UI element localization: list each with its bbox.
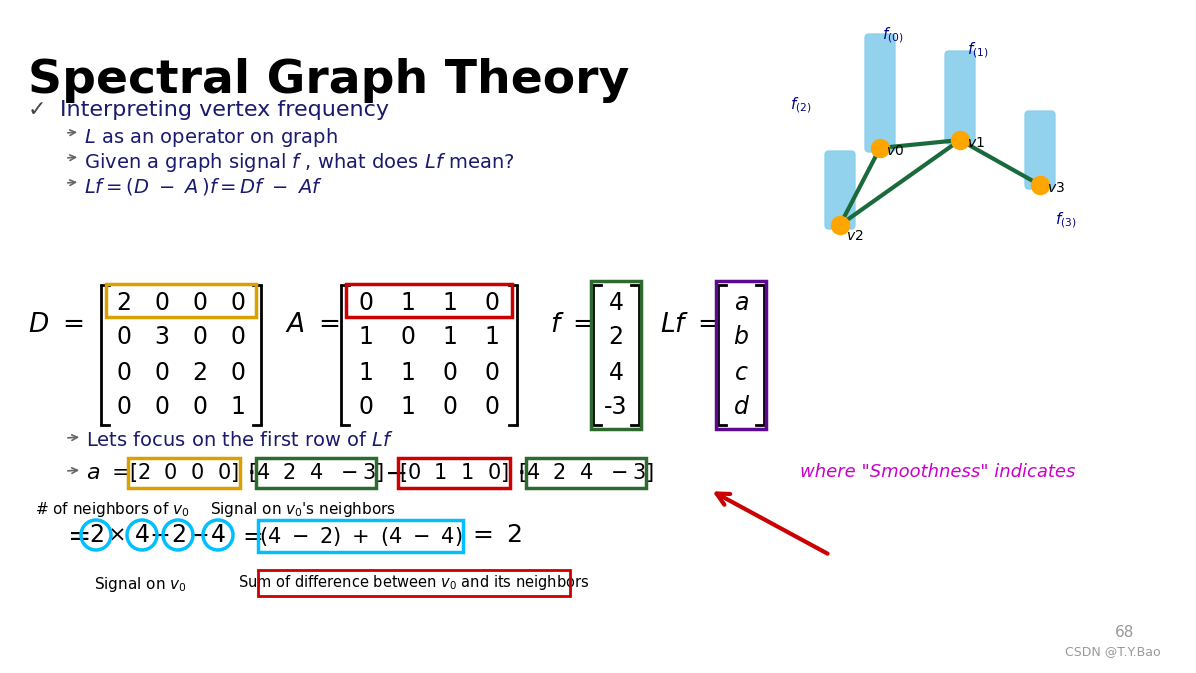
Text: $2$: $2$: [89, 523, 103, 547]
Text: $[4\ \ 2\ \ 4\ \ -3]$: $[4\ \ 2\ \ 4\ \ -3]$: [518, 462, 654, 485]
Bar: [346, 284, 512, 317]
Text: $4$: $4$: [134, 523, 150, 547]
Text: 0: 0: [484, 361, 500, 384]
Text: $=$: $=$: [238, 523, 263, 547]
Text: 0: 0: [193, 396, 207, 419]
Text: 0: 0: [484, 291, 500, 314]
Text: -3: -3: [604, 396, 628, 419]
Text: 1: 1: [401, 291, 415, 314]
Text: 0: 0: [193, 326, 207, 349]
Text: $[2\ \ 0\ \ 0\ \ 0]$: $[2\ \ 0\ \ 0\ \ 0]$: [129, 462, 239, 485]
Text: $D\ =$: $D\ =$: [28, 312, 84, 338]
Bar: [398, 458, 509, 488]
Text: $L$ as an operator on graph: $L$ as an operator on graph: [84, 126, 337, 149]
Text: $Lf\ =$: $Lf\ =$: [660, 312, 719, 338]
Text: 0: 0: [154, 396, 170, 419]
Text: $f\ =$: $f\ =$: [550, 312, 594, 338]
Bar: [106, 284, 256, 317]
Text: $f_{(3)}$: $f_{(3)}$: [1055, 210, 1076, 229]
Text: 0: 0: [484, 396, 500, 419]
Text: 1: 1: [231, 396, 245, 419]
Bar: [256, 458, 376, 488]
Bar: [716, 281, 765, 429]
Text: 3: 3: [154, 326, 170, 349]
Text: $v1$: $v1$: [968, 136, 984, 150]
Text: c: c: [734, 361, 748, 384]
Text: $\cdot$: $\cdot$: [515, 458, 524, 487]
Text: $=\ 2$: $=\ 2$: [468, 523, 523, 547]
Bar: [526, 458, 646, 488]
Text: $f_{(1)}$: $f_{(1)}$: [968, 40, 989, 60]
Text: 0: 0: [231, 291, 245, 314]
Text: 68: 68: [1115, 625, 1134, 640]
Text: $4$: $4$: [210, 523, 226, 547]
FancyBboxPatch shape: [865, 34, 895, 152]
FancyBboxPatch shape: [945, 51, 975, 144]
Text: Sum of difference between $v_0$ and its neighbors: Sum of difference between $v_0$ and its …: [238, 573, 590, 592]
Text: b: b: [733, 326, 749, 349]
Text: $[4\ \ 2\ \ 4\ \ -3]$: $[4\ \ 2\ \ 4\ \ -3]$: [248, 462, 384, 485]
Text: 0: 0: [231, 361, 245, 384]
Text: Given a graph signal $f$ , what does $Lf$ mean?: Given a graph signal $f$ , what does $Lf…: [84, 151, 514, 174]
Text: $-$: $-$: [384, 459, 407, 487]
Text: Interpreting vertex frequency: Interpreting vertex frequency: [60, 100, 389, 120]
Text: 4: 4: [609, 361, 623, 384]
Text: 0: 0: [231, 326, 245, 349]
Text: Spectral Graph Theory: Spectral Graph Theory: [28, 58, 629, 103]
Text: $\times$: $\times$: [108, 525, 124, 545]
Text: $Lf = (D\ -\ A\,)f = Df\ -\ Af$: $Lf = (D\ -\ A\,)f = Df\ -\ Af$: [84, 176, 323, 197]
Text: $f_{(2)}$: $f_{(2)}$: [791, 95, 812, 114]
Text: ✓: ✓: [28, 100, 47, 120]
Text: # of neighbors of $v_0$: # of neighbors of $v_0$: [35, 500, 190, 519]
Text: $2$: $2$: [171, 523, 185, 547]
Text: 0: 0: [116, 396, 132, 419]
Text: 0: 0: [193, 291, 207, 314]
Text: 0: 0: [116, 326, 132, 349]
Text: $A\ =$: $A\ =$: [285, 312, 340, 338]
Text: 0: 0: [401, 326, 415, 349]
Text: 1: 1: [359, 326, 373, 349]
Text: CSDN @T.Y.Bao: CSDN @T.Y.Bao: [1064, 645, 1160, 658]
Text: $-$: $-$: [148, 523, 169, 547]
Text: $-$: $-$: [188, 523, 208, 547]
Text: 2: 2: [116, 291, 132, 314]
Text: Signal on $v_0$: Signal on $v_0$: [93, 575, 187, 594]
Text: $a\ =$: $a\ =$: [86, 463, 129, 483]
Text: $f_{(0)}$: $f_{(0)}$: [881, 25, 903, 44]
Text: 0: 0: [443, 396, 458, 419]
Text: 1: 1: [359, 361, 373, 384]
Text: 0: 0: [359, 291, 373, 314]
Text: 1: 1: [401, 361, 415, 384]
Bar: [258, 570, 570, 596]
Text: 1: 1: [401, 396, 415, 419]
Text: 1: 1: [443, 326, 457, 349]
Text: 1: 1: [484, 326, 500, 349]
Text: Signal on $v_0$'s neighbors: Signal on $v_0$'s neighbors: [210, 500, 396, 519]
Text: 0: 0: [154, 361, 170, 384]
Text: 0: 0: [154, 291, 170, 314]
Text: a: a: [734, 291, 749, 314]
Text: 0: 0: [116, 361, 132, 384]
Text: $v0$: $v0$: [886, 144, 904, 158]
FancyBboxPatch shape: [825, 151, 855, 229]
Text: $=$: $=$: [62, 521, 90, 549]
Text: 0: 0: [443, 361, 458, 384]
Text: $[0\ \ 1\ \ 1\ \ 0]$: $[0\ \ 1\ \ 1\ \ 0]$: [398, 462, 509, 485]
Text: 2: 2: [193, 361, 207, 384]
Text: $\cdot$: $\cdot$: [246, 458, 255, 487]
Text: $v2$: $v2$: [846, 229, 864, 243]
Bar: [258, 520, 463, 552]
Text: Lets focus on the first row of $Lf$: Lets focus on the first row of $Lf$: [86, 431, 393, 450]
Text: $(4\ -\ 2)\ +\ (4\ -\ 4)$: $(4\ -\ 2)\ +\ (4\ -\ 4)$: [258, 524, 462, 548]
Bar: [128, 458, 240, 488]
Text: where "Smoothness" indicates: where "Smoothness" indicates: [800, 463, 1075, 481]
Text: d: d: [733, 396, 749, 419]
FancyBboxPatch shape: [1025, 111, 1055, 189]
Bar: [591, 281, 641, 429]
Text: $v3$: $v3$: [1046, 181, 1064, 195]
Text: 2: 2: [609, 326, 623, 349]
Text: 1: 1: [443, 291, 457, 314]
Text: 4: 4: [609, 291, 623, 314]
Text: 0: 0: [359, 396, 373, 419]
